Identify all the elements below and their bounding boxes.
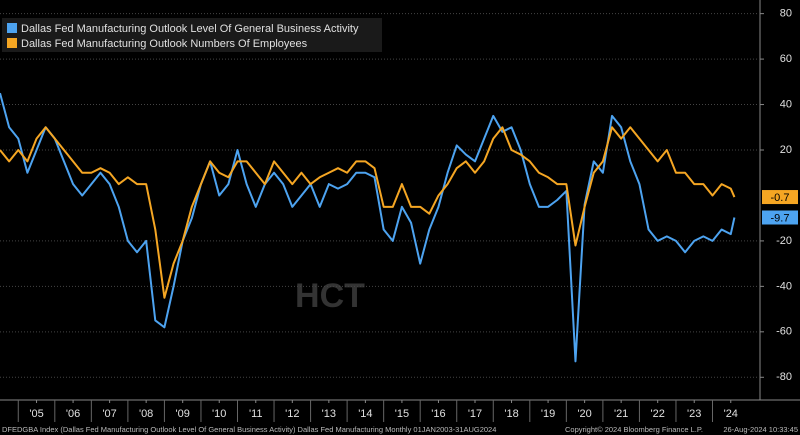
last-value-box — [762, 210, 798, 225]
footer-copyright: Copyright© 2024 Bloomberg Finance L.P. — [565, 425, 703, 434]
y-tick-label: -60 — [776, 326, 792, 338]
footer-source: DFEDGBA Index (Dallas Fed Manufacturing … — [2, 425, 496, 434]
x-tick-label: '05 — [29, 408, 43, 420]
x-tick-label: '09 — [176, 408, 190, 420]
x-tick-label: '16 — [431, 408, 445, 420]
series-line — [0, 126, 736, 299]
y-tick-label: -40 — [776, 280, 792, 292]
legend-swatch — [7, 23, 17, 33]
y-tick-label: -20 — [776, 235, 792, 247]
y-tick-label: -80 — [776, 371, 792, 383]
x-tick-label: '20 — [577, 408, 591, 420]
last-value-box — [762, 190, 798, 205]
x-tick-label: '23 — [687, 408, 701, 420]
legend-box — [2, 18, 382, 52]
y-tick-label: 60 — [780, 53, 792, 65]
x-tick-label: '08 — [139, 408, 153, 420]
y-tick-label: 20 — [780, 144, 792, 156]
x-tick-label: '14 — [358, 408, 372, 420]
x-tick-label: '24 — [724, 408, 738, 420]
x-tick-label: '07 — [102, 408, 116, 420]
series-line — [0, 92, 736, 363]
x-tick-label: '18 — [504, 408, 518, 420]
x-tick-label: '12 — [285, 408, 299, 420]
footer-date: 26-Aug-2024 10:33:45 — [723, 425, 798, 434]
legend-swatch — [7, 38, 17, 48]
x-tick-label: '11 — [249, 408, 263, 420]
x-tick-label: '13 — [322, 408, 336, 420]
last-value-label: -9.7 — [771, 212, 790, 224]
watermark: HCT — [295, 277, 365, 315]
last-value-label: -0.7 — [771, 192, 790, 204]
x-tick-label: '17 — [468, 408, 482, 420]
x-tick-label: '15 — [395, 408, 409, 420]
x-tick-label: '10 — [212, 408, 226, 420]
x-tick-label: '06 — [66, 408, 80, 420]
y-tick-label: 80 — [780, 8, 792, 20]
legend-label: Dallas Fed Manufacturing Outlook Level O… — [21, 23, 359, 35]
x-tick-label: '19 — [541, 408, 555, 420]
x-tick-label: '22 — [651, 408, 665, 420]
legend-label: Dallas Fed Manufacturing Outlook Numbers… — [21, 38, 308, 50]
y-tick-label: 40 — [780, 98, 792, 110]
x-tick-label: '21 — [614, 408, 628, 420]
